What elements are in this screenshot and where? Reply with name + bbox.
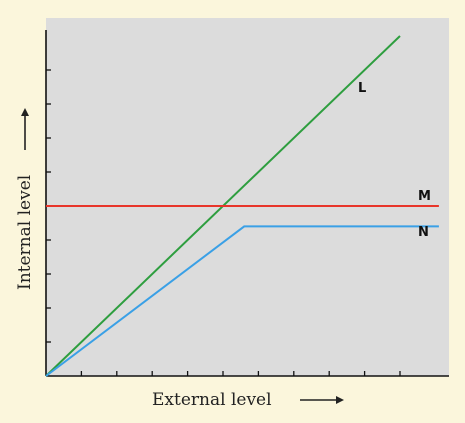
x-axis-arrow	[300, 396, 344, 404]
y-axis-label: Internal level	[15, 175, 35, 290]
axes	[45, 30, 449, 377]
series-group	[45, 35, 439, 377]
series-label-L: L	[358, 81, 366, 96]
series-line-N	[45, 225, 439, 377]
series-label-M: M	[418, 189, 431, 204]
series-label-N: N	[418, 225, 429, 240]
series-labels: L M N	[358, 81, 431, 240]
y-axis-arrow	[21, 108, 29, 150]
plot-background	[46, 18, 449, 376]
x-axis-label: External level	[152, 390, 272, 410]
